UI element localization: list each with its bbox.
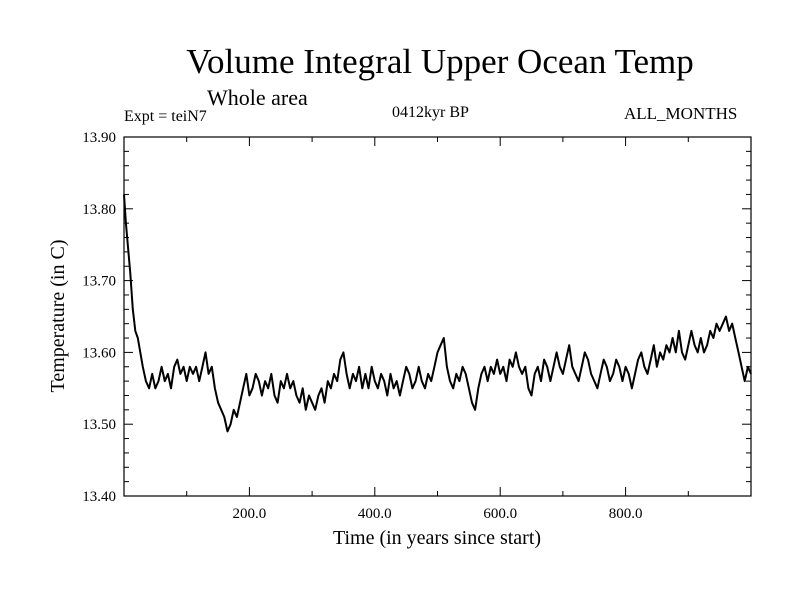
x-tick-label: 600.0	[483, 506, 517, 522]
y-tick-label: 13.40	[82, 489, 116, 505]
plot-frame	[123, 136, 752, 497]
y-tick-label: 13.70	[82, 274, 116, 290]
y-axis-label: Temperature (in C)	[47, 240, 69, 393]
x-axis: 200.0 400.0 600.0 800.0	[186, 137, 689, 522]
chart-subtitle: Whole area	[207, 85, 308, 110]
x-tick-label: 800.0	[609, 506, 643, 522]
y-tick-label: 13.60	[82, 345, 116, 361]
y-axis: 13.40 13.50 13.60 13.70 13.80 13.90	[82, 130, 751, 505]
series-line	[123, 194, 752, 433]
chart-title: Volume Integral Upper Ocean Temp	[186, 42, 694, 81]
months-label: ALL_MONTHS	[624, 104, 738, 123]
y-tick-label: 13.50	[82, 417, 116, 433]
period-label: 0412kyr BP	[392, 104, 469, 121]
experiment-label: Expt = teiN7	[124, 108, 207, 125]
x-tick-label: 200.0	[233, 506, 267, 522]
y-tick-label: 13.90	[82, 130, 116, 146]
x-tick-label: 400.0	[358, 506, 392, 522]
y-tick-label: 13.80	[82, 202, 116, 218]
x-axis-label: Time (in years since start)	[333, 527, 541, 549]
